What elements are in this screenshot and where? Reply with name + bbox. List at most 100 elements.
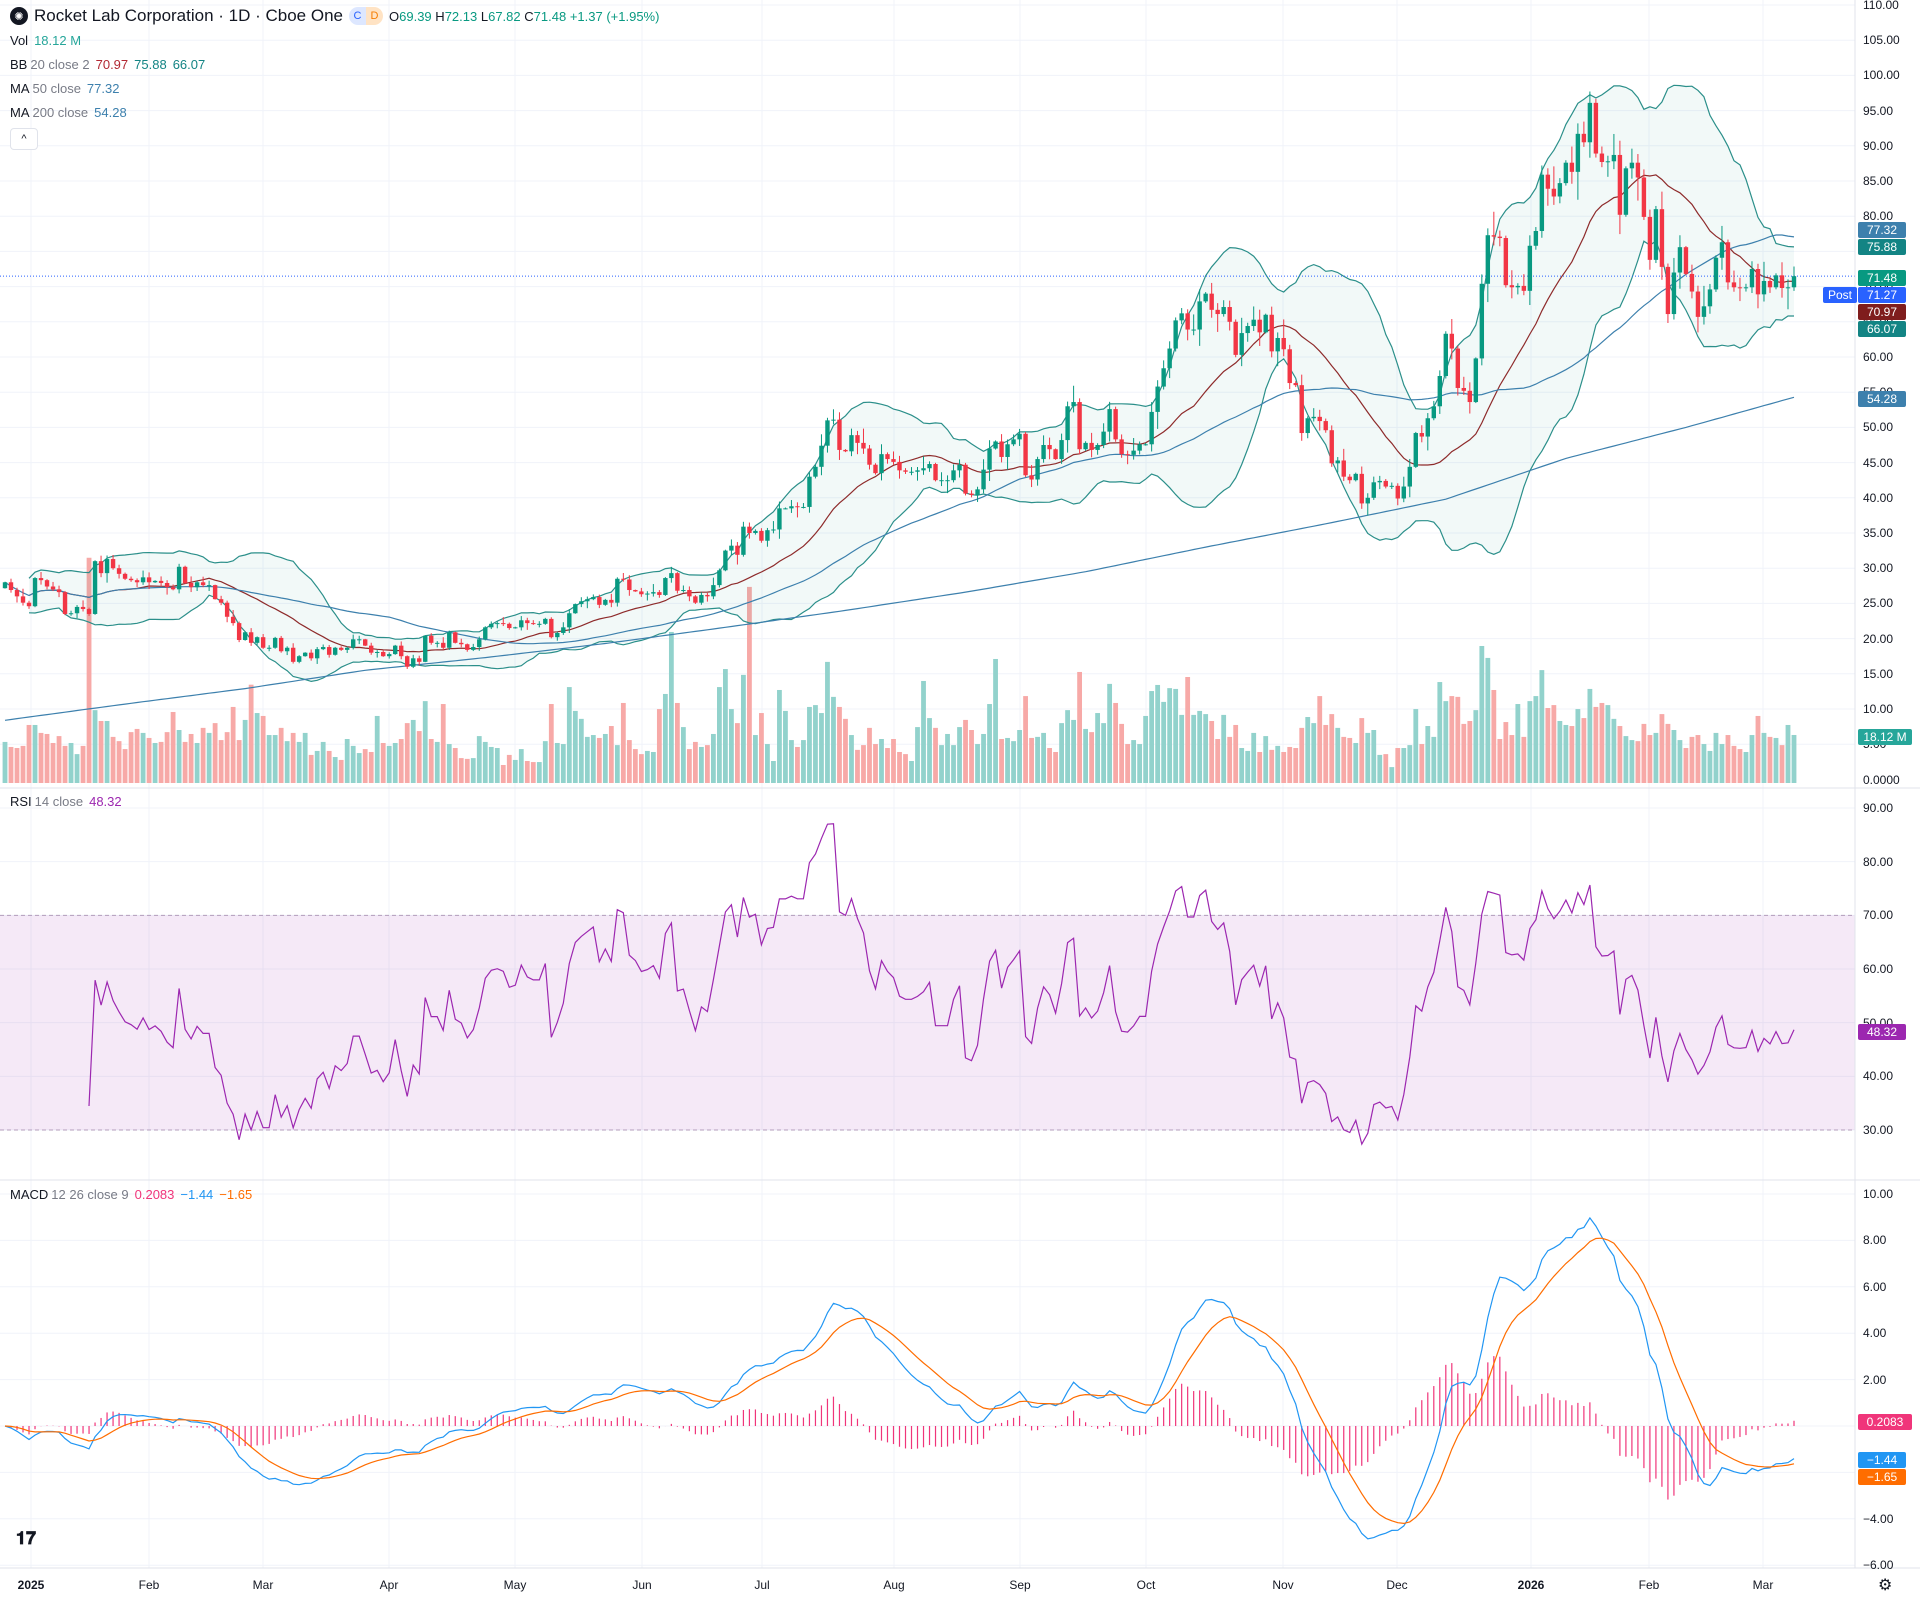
candle-body (1251, 319, 1256, 327)
volume-bar (716, 687, 722, 783)
candle-body (1503, 238, 1509, 286)
volume-bar (1353, 742, 1359, 783)
volume-axis-label: 0.0000 (1863, 773, 1900, 787)
volume-bar (134, 728, 140, 783)
volume-bar (837, 706, 842, 783)
volume-bar (1359, 718, 1365, 783)
volume-bar (1461, 723, 1467, 783)
volume-bar (753, 735, 758, 783)
candle-body (885, 454, 890, 460)
macd-histogram-bar (592, 1416, 594, 1426)
macd-histogram-bar (868, 1426, 871, 1433)
candle-body (278, 637, 284, 652)
macd-histogram-bar (850, 1413, 853, 1426)
macd-histogram-bar (106, 1412, 108, 1426)
macd-histogram-bar (1427, 1392, 1429, 1426)
macd-histogram-bar (1793, 1420, 1795, 1426)
volume-bar (236, 740, 242, 783)
macd-histogram-bar (1439, 1377, 1441, 1426)
volume-bar (1107, 683, 1113, 783)
rsi-legend[interactable]: RSI 14 close 48.32 (10, 794, 122, 809)
candle-body (561, 627, 566, 633)
volume-bar (891, 739, 896, 783)
volume-bar (1005, 737, 1010, 783)
macd-histogram-bar (124, 1415, 126, 1426)
time-axis-label: Mar (1752, 1578, 1774, 1592)
volume-bar (1275, 745, 1281, 783)
candle-body (1671, 272, 1677, 315)
candle-body (1197, 301, 1202, 330)
volume-bar (1335, 727, 1341, 783)
macd-histogram-bar (1030, 1426, 1033, 1431)
settings-gear-icon[interactable]: ⚙ (1878, 1577, 1893, 1594)
macd-histogram-bar (136, 1420, 138, 1426)
macd-histogram-bar (1457, 1373, 1459, 1426)
candle-body (1149, 411, 1154, 445)
candle-body (1143, 444, 1148, 446)
candle-body (1719, 242, 1725, 258)
rsi-band (0, 914, 1855, 1131)
macd-histogram-bar (1211, 1397, 1213, 1426)
volume-bar (1215, 739, 1221, 783)
candle-body (2, 582, 8, 589)
bb-upper-badge: 75.88 (1858, 239, 1906, 255)
candle-body (236, 623, 242, 641)
candle-body (957, 464, 962, 471)
macd-histogram-bar (1559, 1400, 1561, 1426)
macd-histogram-bar (898, 1426, 901, 1447)
candle-body (188, 582, 194, 588)
ma200-legend[interactable]: MA 200 close 54.28 (10, 105, 127, 120)
candle-body (1059, 440, 1064, 460)
candle-body (645, 593, 650, 595)
candle-body (471, 647, 476, 650)
volume-bar (446, 744, 452, 783)
candle-body (1617, 154, 1623, 215)
candle-body (717, 570, 722, 586)
candle-body (1371, 482, 1376, 498)
volume-bar (1749, 735, 1755, 783)
macd-histogram-bar (1679, 1426, 1681, 1485)
volume-bar (1221, 714, 1227, 783)
volume-badge: 18.12 M (1858, 729, 1912, 745)
symbol-legend[interactable]: ✺ Rocket Lab Corporation · 1D · Cboe One… (10, 6, 659, 26)
tradingview-logo-icon[interactable]: 𝟏𝟕 (16, 1528, 37, 1548)
volume-bar (963, 719, 968, 783)
macd-histogram-bar (310, 1426, 312, 1431)
macd-histogram-bar (286, 1426, 288, 1437)
macd-histogram-bar (1355, 1426, 1357, 1466)
bb-lower-line (28, 240, 1794, 683)
volume-bar (1521, 736, 1527, 783)
volume-legend[interactable]: Vol 18.12 M (10, 33, 82, 48)
price-axis-label: 105.00 (1863, 33, 1900, 48)
macd-histogram-bar (1529, 1405, 1531, 1426)
volume-bar (272, 735, 278, 783)
volume-bar (680, 727, 686, 783)
macd-histogram-bar (1385, 1426, 1387, 1441)
macd-histogram-bar (28, 1426, 30, 1435)
volume-bar (488, 746, 494, 783)
macd-histogram-bar (622, 1416, 624, 1426)
volume-bar (1365, 732, 1371, 783)
macd-histogram-bar (1301, 1426, 1303, 1475)
volume-bar (332, 757, 338, 783)
candle-body (399, 645, 404, 657)
macd-histogram-bar (1511, 1384, 1513, 1426)
macd-legend[interactable]: MACD 12 26 close 9 0.2083 −1.44 −1.65 (10, 1187, 253, 1202)
bb-legend[interactable]: BB 20 close 2 70.97 75.88 66.07 (10, 57, 206, 72)
macd-histogram-bar (538, 1421, 540, 1426)
symbol-title[interactable]: Rocket Lab Corporation · 1D · Cboe One (34, 6, 343, 25)
candle-body (423, 635, 428, 662)
collapse-legend-button[interactable]: ^ (10, 128, 38, 150)
macd-histogram-bar (964, 1426, 967, 1444)
macd-histogram-bar (280, 1426, 282, 1439)
ma50-legend[interactable]: MA 50 close 77.32 (10, 81, 120, 96)
macd-line-badge: −1.44 (1858, 1452, 1906, 1468)
macd-histogram-bar (610, 1420, 612, 1426)
macd-histogram-bar (616, 1417, 618, 1426)
candle-body (915, 470, 920, 472)
ma50-price-badge: 77.32 (1858, 222, 1906, 238)
macd-histogram-bar (1769, 1426, 1771, 1427)
macd-histogram-bar (1739, 1426, 1741, 1437)
